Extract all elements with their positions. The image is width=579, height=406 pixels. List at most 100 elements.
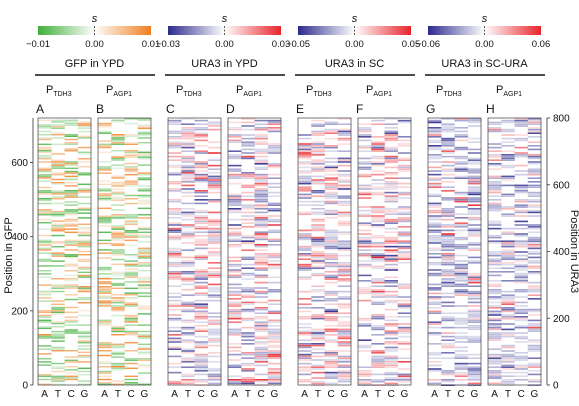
heat-cell xyxy=(298,150,312,153)
heat-cell xyxy=(207,191,222,194)
heat-cell xyxy=(428,141,442,144)
heat-cell xyxy=(51,198,65,200)
heat-cell xyxy=(38,234,52,237)
heat-cell xyxy=(137,335,152,338)
heat-cell xyxy=(228,209,242,212)
heat-cell xyxy=(358,186,372,189)
heat-cell xyxy=(428,382,442,385)
heat-cell xyxy=(324,200,339,203)
heat-cell xyxy=(254,175,269,178)
heat-cell xyxy=(358,191,372,194)
heat-cell xyxy=(38,222,52,224)
heat-cell xyxy=(324,371,339,374)
left-tick-label: 400 xyxy=(11,232,28,243)
heat-cell xyxy=(51,225,65,227)
heat-cell xyxy=(501,301,515,304)
scale-mid-label: 0.00 xyxy=(215,39,234,50)
heat-cell xyxy=(38,209,52,211)
heat-cell xyxy=(111,326,125,328)
heat-cell xyxy=(311,181,325,183)
heat-cell xyxy=(441,283,455,286)
heat-cell xyxy=(64,254,79,256)
heat-cell xyxy=(194,364,209,367)
heat-cell xyxy=(501,175,515,178)
heat-cell xyxy=(298,307,312,309)
heat-cell xyxy=(311,240,325,243)
heat-cell xyxy=(64,332,79,334)
heat-cell xyxy=(38,241,52,243)
heat-cell xyxy=(267,281,282,284)
heat-cell xyxy=(137,228,152,230)
heat-cell xyxy=(51,164,65,166)
heat-cell xyxy=(194,238,209,241)
heat-cell xyxy=(371,350,385,352)
heat-cell xyxy=(311,245,325,248)
heat-cell xyxy=(454,247,469,250)
heat-cell xyxy=(38,244,52,246)
heat-cell xyxy=(168,227,182,230)
heat-cell xyxy=(488,267,502,270)
heat-cell xyxy=(501,134,515,136)
heat-cell xyxy=(207,355,222,358)
scale-min-label: −0.06 xyxy=(416,39,440,50)
heat-cell xyxy=(441,380,455,383)
promoter-label: PAGP1 xyxy=(106,84,132,98)
heat-cell xyxy=(428,177,442,180)
heat-cell xyxy=(384,208,399,210)
heat-cell xyxy=(428,379,442,381)
heat-cell xyxy=(371,373,385,376)
heat-cell xyxy=(298,276,312,279)
heat-cell xyxy=(337,361,352,363)
heat-cell xyxy=(384,159,399,162)
heat-cell xyxy=(137,292,152,294)
heat-cell xyxy=(514,170,529,172)
heat-cell xyxy=(111,306,125,309)
heat-cell xyxy=(254,276,269,279)
heat-cell xyxy=(467,233,482,235)
heat-cell xyxy=(298,303,312,306)
heat-cell xyxy=(441,253,455,255)
heat-cell xyxy=(181,366,195,369)
heat-cell xyxy=(38,321,52,323)
heat-cell xyxy=(397,231,412,234)
heat-cell xyxy=(358,265,372,268)
heat-cell xyxy=(384,242,399,244)
heat-cell xyxy=(501,294,515,297)
heat-cell xyxy=(241,218,255,221)
heat-cell xyxy=(384,134,399,136)
heat-cell xyxy=(51,278,65,280)
heat-cell xyxy=(267,123,282,126)
heat-cell xyxy=(228,343,242,345)
heat-cell xyxy=(228,310,242,313)
heat-cell xyxy=(207,377,222,379)
heat-cell xyxy=(194,370,209,372)
heat-cell xyxy=(311,307,325,309)
heat-cell xyxy=(324,195,339,198)
heat-cell xyxy=(337,290,352,293)
heat-cell xyxy=(337,134,352,136)
heat-cell xyxy=(137,255,152,258)
heat-cell xyxy=(181,179,195,181)
heat-cell xyxy=(527,128,542,131)
heat-cell xyxy=(527,244,542,246)
heat-cell xyxy=(467,326,482,329)
heat-cell xyxy=(241,334,255,336)
heat-cell xyxy=(501,155,515,158)
heat-cell xyxy=(51,370,65,373)
heat-cell xyxy=(384,337,399,340)
heat-cell xyxy=(267,163,282,165)
heat-cell xyxy=(194,274,209,277)
heat-cell xyxy=(298,247,312,250)
heat-cell xyxy=(488,127,502,129)
heat-cell xyxy=(311,314,325,316)
heat-cell xyxy=(298,148,312,151)
heat-cell xyxy=(111,191,125,194)
heat-cell xyxy=(124,233,139,235)
heat-cell xyxy=(441,211,455,214)
heat-cell xyxy=(358,319,372,322)
heat-cell xyxy=(488,143,502,145)
heat-cell xyxy=(51,303,65,306)
heat-cell xyxy=(228,260,242,262)
heat-cell xyxy=(324,191,339,194)
heat-cell xyxy=(168,272,182,275)
